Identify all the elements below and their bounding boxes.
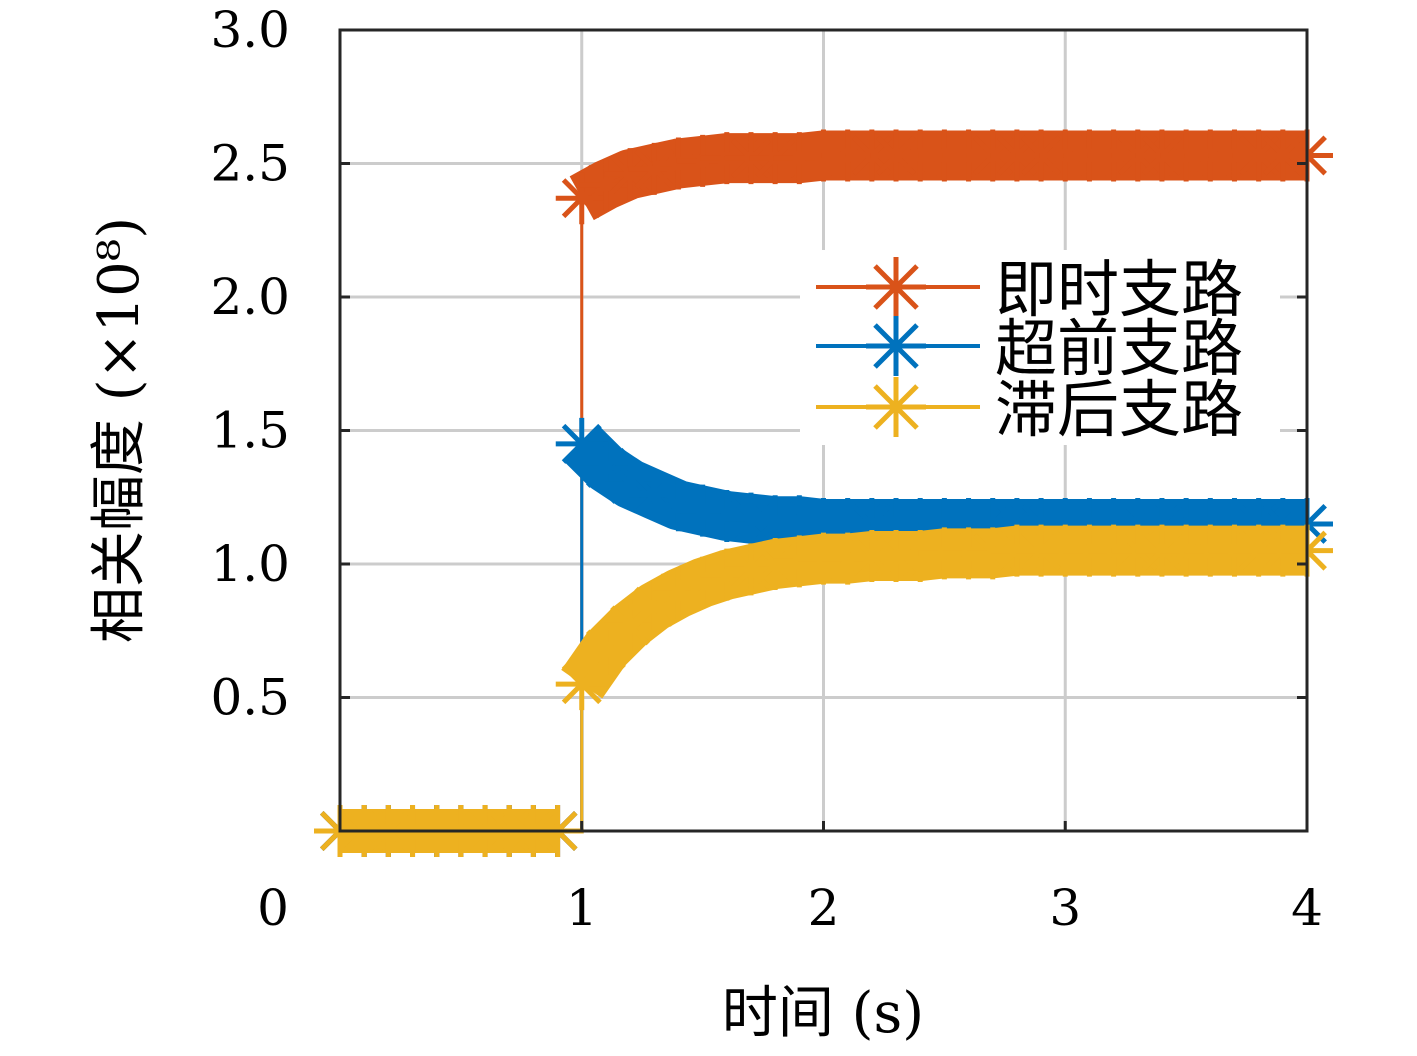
x-tick-label: 2 bbox=[808, 879, 840, 937]
data-point-marker bbox=[652, 137, 705, 190]
data-point-marker bbox=[652, 479, 705, 532]
data-point-marker bbox=[555, 172, 608, 225]
data-point-marker bbox=[676, 556, 729, 609]
data-point-marker bbox=[579, 441, 632, 494]
data-point-marker bbox=[773, 132, 826, 185]
legend-label: 滞后支路 bbox=[995, 373, 1243, 446]
data-point-marker bbox=[604, 599, 657, 652]
y-tick-label: 0.5 bbox=[210, 669, 290, 727]
y-tick-label: 3.0 bbox=[210, 1, 290, 59]
data-point-marker bbox=[628, 580, 681, 633]
x-tick-label: 0 bbox=[257, 879, 289, 937]
data-point-marker bbox=[628, 468, 681, 521]
data-point-marker bbox=[966, 527, 1019, 580]
data-point-marker bbox=[724, 492, 777, 545]
data-point-marker bbox=[652, 567, 705, 620]
y-tick-label: 2.5 bbox=[210, 135, 290, 193]
data-point-marker bbox=[555, 417, 608, 470]
x-tick-label: 4 bbox=[1291, 879, 1323, 937]
data-point-marker bbox=[894, 529, 947, 582]
data-point-marker bbox=[773, 535, 826, 588]
data-point-marker bbox=[676, 484, 729, 537]
y-tick-label: 2.0 bbox=[210, 268, 290, 326]
legend-label: 超前支路 bbox=[995, 312, 1243, 385]
ticks: 0 1 2 3 4 0.5 1.0 1.5 2.0 2.5 3.0 bbox=[210, 1, 1322, 937]
data-point-marker bbox=[604, 148, 657, 201]
data-point-marker bbox=[749, 538, 802, 590]
y-tick-label: 1.0 bbox=[210, 535, 290, 593]
data-point-marker bbox=[773, 495, 826, 548]
data-point-marker bbox=[579, 623, 632, 676]
x-tick-label: 3 bbox=[1049, 879, 1081, 937]
data-point-marker bbox=[821, 532, 874, 585]
legend-marker-icon bbox=[866, 316, 926, 376]
y-axis-label: 相关幅度 (×10⁸) bbox=[87, 217, 152, 643]
legend-marker-icon bbox=[866, 257, 926, 317]
data-point-marker bbox=[700, 548, 753, 601]
x-axis-label: 时间 (s) bbox=[722, 981, 924, 1046]
legend-marker-icon bbox=[866, 377, 926, 437]
legend-label: 即时支路 bbox=[995, 253, 1243, 326]
y-tick-label: 1.5 bbox=[210, 402, 290, 460]
data-point-marker bbox=[724, 543, 777, 596]
data-point-marker bbox=[604, 457, 657, 510]
data-point-marker bbox=[676, 134, 729, 187]
data-point-marker bbox=[555, 658, 608, 711]
data-point-marker bbox=[700, 489, 753, 542]
data-point-marker bbox=[579, 158, 632, 211]
data-point-marker bbox=[628, 142, 681, 195]
x-tick-label: 1 bbox=[566, 879, 598, 937]
